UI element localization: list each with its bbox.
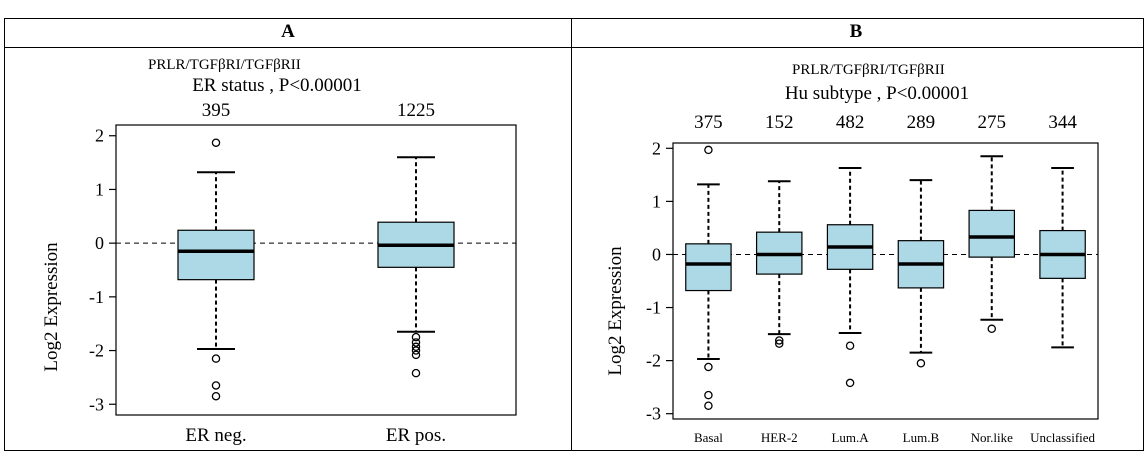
chart-a-outlier [411,342,421,352]
chart-a-outlier [211,138,221,147]
chart-b-outlier [704,362,713,372]
chart-b-outlier [774,339,784,348]
chart-a-category-label: ER pos. [386,425,446,446]
chart-b-outlier [916,359,926,368]
chart-a-y-tick-label: -1 [89,287,104,307]
chart-b-box [685,243,732,292]
chart-a-plot-frame [115,124,517,416]
chart-b-outlier [987,324,996,334]
chart-b-y-tick-label: 1 [652,191,661,211]
column-divider [571,19,572,450]
chart-b-count: 289 [907,112,936,133]
chart-b-y-tick-label: -3 [646,404,661,424]
figure-table: A B [4,18,1144,451]
chart-a-outlier [411,332,421,342]
chart-a: PRLR/TGFβRI/TGFβRII ER status , P<0.0000… [41,57,517,446]
chart-a-count: 395 [202,100,231,121]
chart-b-outlier [774,336,784,345]
panel-b-letter: B [849,21,863,42]
chart-a-box [177,229,255,281]
chart-b: PRLR/TGFβRI/TGFβRII Hu subtype , P<0.000… [605,62,1099,445]
chart-b-count: 344 [1048,112,1077,133]
chart-b-category-label: Unclassified [1030,430,1095,445]
chart-b-count: 152 [765,112,794,133]
chart-a-title: ER status , P<0.00001 [192,75,362,96]
chart-a-outlier [411,368,421,378]
chart-a-ylabel: Log2 Expression [41,242,62,372]
panel-a-letter: A [281,21,295,42]
chart-a-gene-label: PRLR/TGFβRI/TGFβRII [148,57,301,73]
chart-b-ylabel: Log2 Expression [605,246,626,376]
chart-a-y-tick-label: -3 [89,394,104,414]
chart-a-counts: 395 1225 [202,100,435,121]
chart-a-count: 1225 [397,100,435,121]
chart-a-outlier [411,346,421,355]
chart-a-y-tick-label: 2 [95,126,104,146]
chart-b-counts: 375 152 482 289 275 344 [694,112,1077,133]
chart-b-category-label: Nor.like [971,430,1013,445]
chart-a-outlier [211,354,221,363]
chart-b-y-axis: 2 1 0 -1 -2 -3 [646,138,673,424]
header-row [5,19,1143,48]
chart-b-category-label: Lum.A [831,430,869,445]
chart-a-y-tick-label: -2 [89,341,104,361]
chart-b-plot-frame [672,142,1099,420]
chart-b-category-label: HER-2 [761,430,798,445]
chart-a-outlier [411,338,421,347]
chart-a-y-axis: 2 1 0 -1 -2 -3 [89,126,116,414]
chart-a-plot [115,124,517,416]
chart-a-outlier [411,350,421,360]
chart-a-outlier [211,381,221,390]
chart-a-category-label: ER neg. [185,425,246,446]
chart-b-x-labels: Basal HER-2 Lum.A Lum.B Nor.like Unclassified [694,430,1096,445]
chart-b-box [968,209,1016,258]
chart-a-x-labels: ER neg. ER pos. [185,425,446,446]
chart-b-gene-label: PRLR/TGFβRI/TGFβRII [792,62,945,78]
chart-b-y-tick-label: -1 [646,298,661,318]
chart-b-count: 275 [978,112,1007,133]
chart-b-outlier [704,390,713,400]
chart-a-y-tick-label: 1 [95,179,104,199]
chart-b-outlier [704,401,713,410]
chart-b-y-tick-label: 0 [652,244,661,264]
chart-b-category-label: Basal [694,430,723,445]
chart-b-y-tick-label: 2 [652,138,661,158]
chart-b-outlier [704,145,713,155]
chart-b-title: Hu subtype , P<0.00001 [785,83,969,104]
chart-b-outlier [845,378,855,388]
chart-b-category-label: Lum.B [903,430,940,445]
chart-b-y-tick-label: -2 [646,351,661,371]
chart-b-count: 375 [694,112,723,133]
chart-b-outlier [845,341,855,351]
chart-b-plot [672,142,1099,420]
chart-a-y-tick-label: 0 [95,233,104,253]
chart-b-count: 482 [836,112,865,133]
chart-a-outlier [211,391,221,401]
